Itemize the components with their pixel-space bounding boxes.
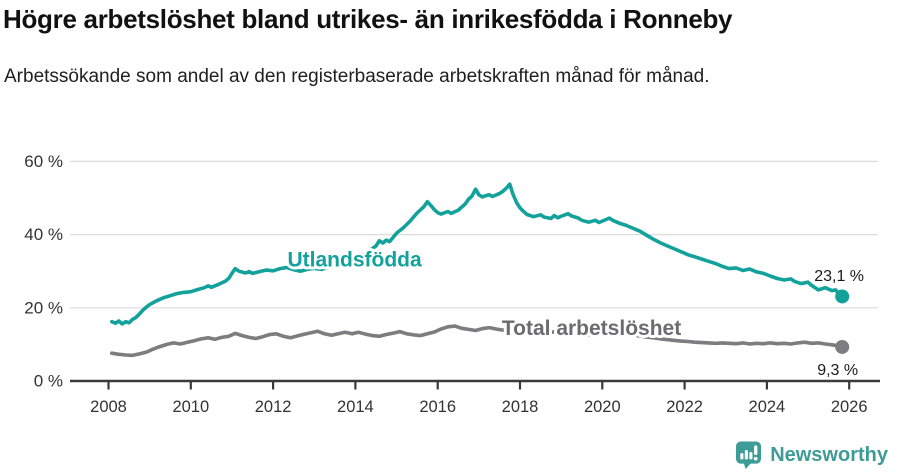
newsworthy-attribution: Newsworthy [735, 440, 888, 470]
x-axis-label: 2016 [419, 398, 456, 416]
x-axis-label: 2020 [584, 398, 621, 416]
x-axis-label: 2014 [337, 398, 374, 416]
newsworthy-logo-icon [736, 441, 762, 469]
series-end-dot-0 [835, 289, 850, 304]
y-axis-label: 20 % [24, 298, 63, 317]
x-axis-label: 2008 [90, 398, 127, 416]
series-label-1: Total arbetslöshet [502, 317, 681, 340]
y-axis-label: 0 % [34, 372, 63, 391]
x-axis-label: 2022 [666, 398, 703, 416]
series-end-value-label-0: 23,1 % [814, 268, 864, 285]
series-line-1 [110, 324, 845, 358]
x-axis-label: 2026 [831, 398, 868, 416]
series-label-0: Utlandsfödda [288, 248, 422, 271]
x-axis-label: 2018 [502, 398, 539, 416]
y-axis-label: 60 % [24, 152, 63, 171]
series-line-0 [110, 182, 845, 326]
newsworthy-brand-text: Newsworthy [770, 443, 888, 466]
y-axis-label: 40 % [24, 225, 63, 244]
x-axis-label: 2010 [172, 398, 209, 416]
chart-subtitle: Arbetssökande som andel av den registerb… [4, 66, 710, 87]
series-end-dot-1 [835, 339, 850, 354]
chart-title: Högre arbetslöshet bland utrikes- än inr… [3, 4, 733, 34]
series-end-value-label-1: 9,3 % [817, 362, 858, 379]
x-axis-label: 2012 [255, 398, 292, 416]
x-axis-label: 2024 [749, 398, 786, 416]
